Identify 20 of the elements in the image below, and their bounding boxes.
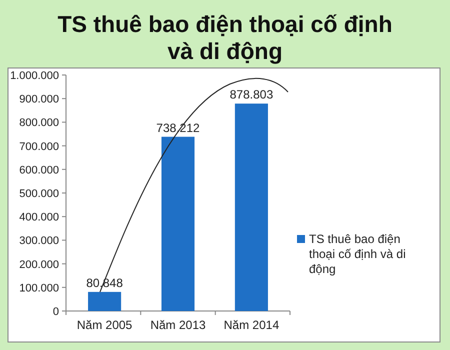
y-tick-label: 100.000 [19,282,59,294]
y-tick-label: 200.000 [19,258,59,271]
bar [161,136,195,311]
y-tick-label: 1.000.000 [10,70,59,82]
legend-label: TS thuê bao điện thoại cố định và di động [309,232,406,276]
y-tick-label: 800.000 [19,117,59,130]
y-tick-label: 0 [52,306,59,318]
y-tick-label: 500.000 [19,188,59,200]
bar [88,292,122,311]
y-tick-label: 600.000 [19,164,59,176]
y-tick-label: 700.000 [19,140,59,153]
y-tick-label: 400.000 [19,212,59,224]
y-tick-label: 300.000 [19,235,59,248]
x-tick-label: Năm 2013 [150,318,206,332]
bar [234,104,268,311]
x-tick-label: Năm 2014 [224,318,280,332]
data-label: 878.803 [230,88,274,102]
x-tick-label: Năm 2005 [76,318,133,332]
chart-title: TS thuê bao điện thoại cố định và di động [58,11,392,64]
y-tick-label: 900.000 [19,94,59,106]
